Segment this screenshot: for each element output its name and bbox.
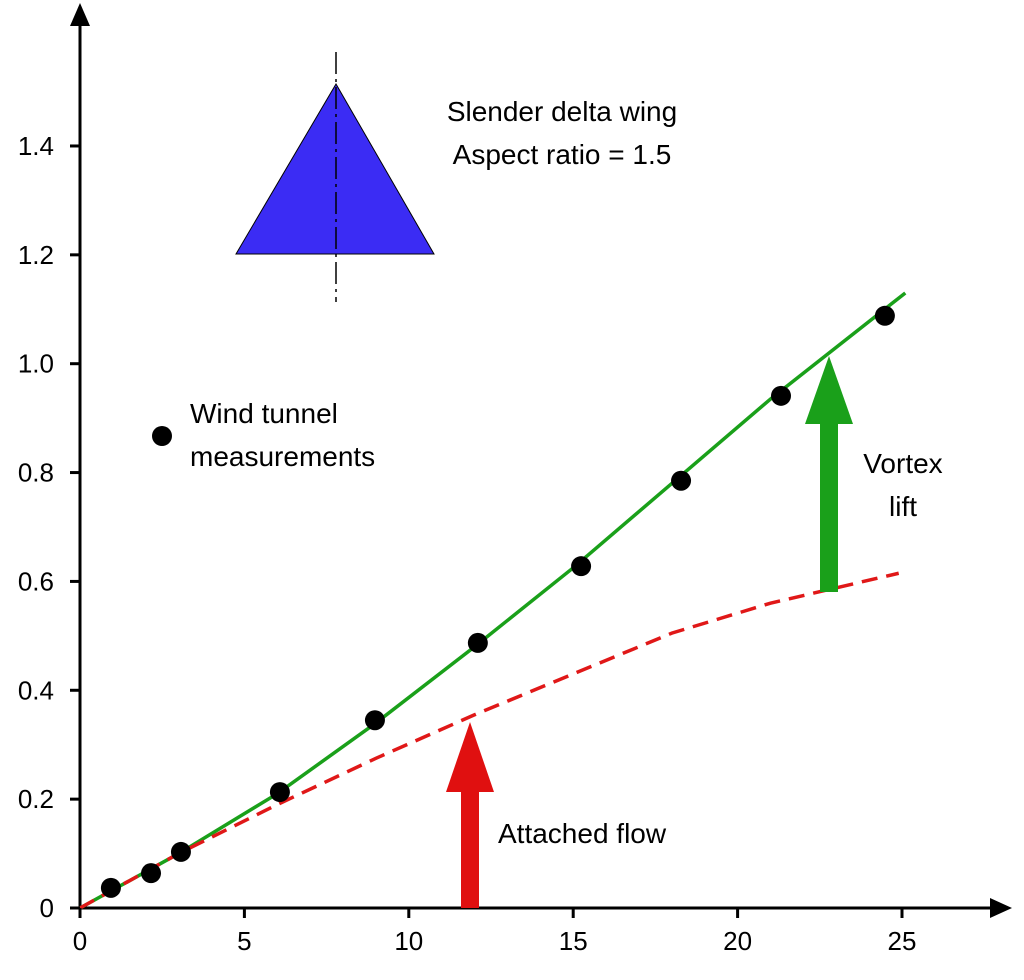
x-tick-label: 5: [237, 926, 251, 956]
data-point: [100, 877, 121, 898]
data-point: [771, 385, 792, 406]
legend-label: Wind tunnel measurements: [190, 398, 376, 472]
delta-wing: [235, 83, 435, 255]
data-point: [571, 556, 592, 577]
x-tick-label: 25: [888, 926, 917, 956]
y-tick-label: 0.8: [18, 458, 54, 488]
annotation: Slender delta wing: [446, 96, 678, 127]
y-axis-arrow: [70, 3, 90, 26]
y-tick-label: 0.6: [18, 566, 54, 596]
y-tick-label: 1.2: [18, 240, 54, 270]
vortex-lift-arrow-head: [805, 356, 853, 424]
data-point: [170, 841, 191, 862]
x-axis-arrow: [990, 898, 1012, 918]
y-tick-label: 0: [40, 893, 54, 923]
data-point: [874, 305, 895, 326]
data-point: [467, 632, 488, 653]
x-tick-label: 0: [73, 926, 87, 956]
arrows: [446, 356, 853, 908]
y-tick-label: 0.4: [18, 675, 54, 705]
data-point: [141, 863, 162, 884]
y-tick-label: 1.0: [18, 349, 54, 379]
x-tick-label: 20: [723, 926, 752, 956]
y-tick-label: 0.2: [18, 784, 54, 814]
attached-flow-arrow-shaft: [461, 790, 479, 908]
x-tick-label: 15: [559, 926, 588, 956]
data-point: [671, 470, 692, 491]
data-point: [364, 710, 385, 731]
series-line: [79, 571, 900, 910]
legend-marker: [152, 426, 172, 446]
vortex-lift-arrow-shaft: [820, 422, 838, 592]
annotation: Aspect ratio = 1.5: [452, 139, 672, 170]
y-tick-label: 1.4: [18, 131, 54, 161]
annotation: Attached flow: [498, 818, 667, 849]
attached-flow-arrow-head: [446, 722, 494, 792]
data-point: [269, 782, 290, 803]
series-line: [79, 291, 907, 910]
x-tick-label: 10: [394, 926, 423, 956]
annotation: Vortex lift: [863, 448, 943, 522]
